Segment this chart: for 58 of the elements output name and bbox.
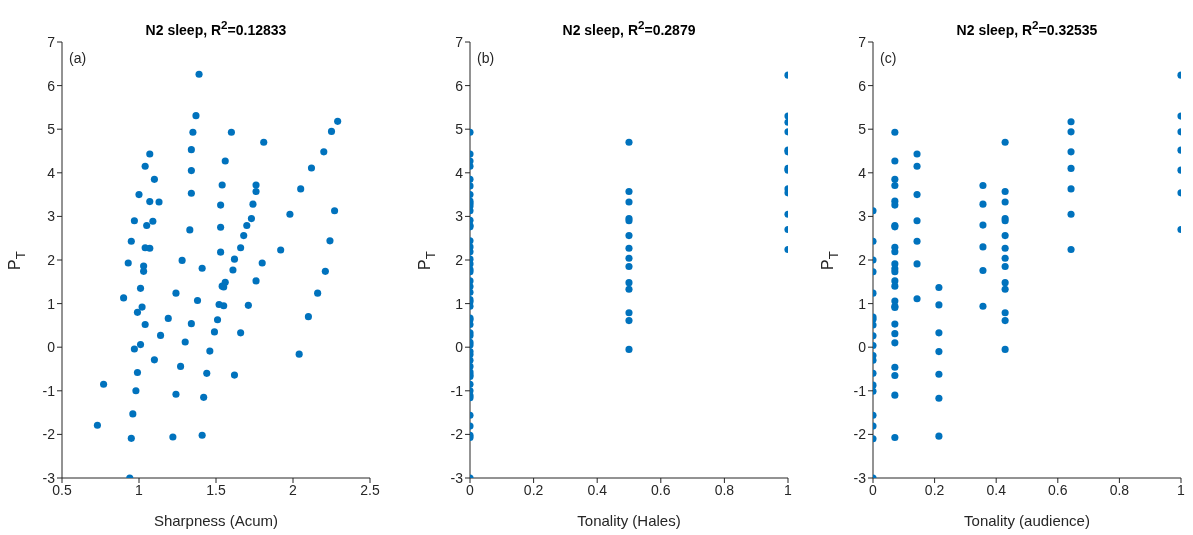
annotation: (c) (880, 50, 897, 66)
y-tick-label: 1 (858, 295, 867, 312)
x-axis-title: Tonality (Hales) (577, 512, 681, 529)
x-tick-label: 0.4 (587, 481, 608, 498)
y-tick-label: 4 (455, 164, 464, 181)
y-tick-label: 6 (47, 77, 56, 94)
x-tick-label: 0.8 (714, 481, 735, 498)
annotation: (a) (69, 50, 87, 66)
y-tick-label: 5 (455, 121, 464, 138)
chart-title: N2 sleep, R$^{2}$=0.32535 (956, 18, 1098, 38)
x-tick-label: 1.5 (206, 481, 226, 498)
x-tick-label: 0.2 (523, 481, 544, 498)
y-tick-label: 3 (455, 208, 464, 225)
x-axis-title: Tonality (audience) (964, 512, 1090, 529)
y-tick-label: 4 (47, 164, 56, 181)
x-tick-label: 1 (135, 481, 144, 498)
y-tick-label: 2 (455, 251, 464, 268)
y-tick-label: 5 (47, 121, 56, 138)
x-tick-label: 2.5 (360, 481, 380, 498)
y-tick-label: 7 (47, 33, 56, 50)
y-tick-label: 0 (455, 339, 464, 356)
x-tick-label: 0 (466, 481, 475, 498)
annotation: (b) (477, 50, 495, 66)
y-tick-label: -1 (853, 382, 867, 399)
y-tick-label: -3 (853, 469, 867, 486)
y-tick-label: -2 (853, 426, 867, 443)
y-tick-label: -1 (42, 382, 56, 399)
y-tick-label: 2 (47, 251, 56, 268)
x-tick-label: 0.6 (651, 481, 671, 498)
y-tick-label: -3 (42, 469, 56, 486)
x-tick-label: 0.6 (1048, 481, 1068, 498)
x-tick-label: 0.8 (1109, 481, 1130, 498)
x-tick-label: 1 (784, 481, 793, 498)
y-tick-label: 1 (455, 295, 464, 312)
y-tick-label: 1 (47, 295, 56, 312)
y-tick-label: 6 (858, 77, 867, 94)
y-tick-label: -3 (450, 469, 464, 486)
y-tick-label: 0 (858, 339, 867, 356)
y-tick-label: -2 (42, 426, 56, 443)
y-tick-label: 0 (47, 339, 56, 356)
y-tick-label: 5 (858, 121, 867, 138)
chart-title: N2 sleep, R$^{2}$=0.12833 (145, 18, 287, 38)
x-tick-label: 2 (289, 481, 298, 498)
y-tick-label: 4 (858, 164, 867, 181)
chart-title: N2 sleep, R$^{2}$=0.2879 (562, 18, 696, 38)
x-tick-label: 1 (1177, 481, 1186, 498)
y-tick-label: -1 (450, 382, 464, 399)
y-tick-label: 2 (858, 251, 867, 268)
y-tick-label: 3 (858, 208, 867, 225)
x-axis-title: Sharpness (Acum) (153, 512, 279, 529)
y-tick-label: 6 (455, 77, 464, 94)
x-tick-label: 0 (869, 481, 878, 498)
x-tick-label: 0.2 (924, 481, 945, 498)
x-tick-label: 0.4 (986, 481, 1007, 498)
y-tick-label: 7 (455, 33, 464, 50)
y-tick-label: 7 (858, 33, 867, 50)
y-tick-label: 3 (47, 208, 56, 225)
y-tick-label: -2 (450, 426, 464, 443)
